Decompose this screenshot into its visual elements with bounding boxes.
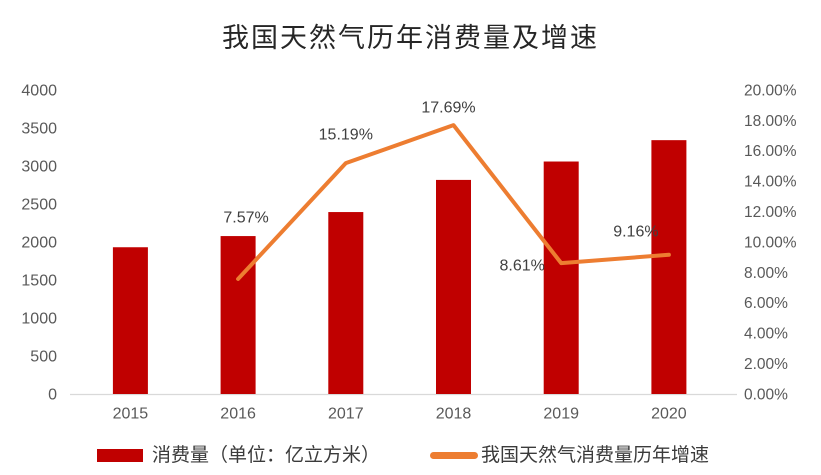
right-axis-tick-label: 10.00% bbox=[744, 234, 797, 251]
x-axis-label-2018: 2018 bbox=[436, 406, 472, 423]
legend-growth-label: 我国天然气消费量历年增速 bbox=[481, 444, 710, 466]
right-axis-tick-label: 6.00% bbox=[744, 295, 788, 312]
bar-2020 bbox=[651, 140, 687, 394]
right-axis-tick-label: 4.00% bbox=[744, 326, 788, 343]
left-axis-tick-label: 3500 bbox=[21, 121, 57, 138]
bar-2017 bbox=[328, 212, 364, 394]
x-axis-label-2017: 2017 bbox=[328, 406, 364, 423]
left-axis-tick-label: 3000 bbox=[21, 159, 57, 176]
bar-2018 bbox=[436, 179, 471, 394]
left-axis-tick-label: 2000 bbox=[21, 235, 57, 252]
plot-area: 0 500 1000 1500 2000 2500 3000 3500 4000 0.00% 2.0… bbox=[21, 82, 797, 423]
legend-consumption-label: 消费量（单位：亿立方米） bbox=[152, 444, 381, 466]
chart-title: 我国天然气历年消费量及增速 bbox=[222, 23, 599, 54]
right-axis-tick-label: 18.00% bbox=[744, 113, 797, 130]
bar-2019 bbox=[543, 161, 579, 394]
data-label-2016: 7.57% bbox=[223, 210, 268, 227]
line-legend-swatch bbox=[430, 451, 478, 459]
legend-item-consumption: 消费量（单位：亿立方米） bbox=[97, 442, 380, 468]
data-label-2020: 9.16% bbox=[613, 223, 658, 240]
bar-2015 bbox=[112, 247, 148, 394]
left-axis-tick-label: 500 bbox=[30, 349, 57, 366]
right-axis-tick-label: 12.00% bbox=[744, 204, 797, 221]
right-axis-tick-label: 14.00% bbox=[744, 174, 797, 191]
right-axis-tick-label: 8.00% bbox=[744, 265, 788, 282]
left-axis-tick-label: 1000 bbox=[21, 311, 57, 328]
right-axis-tick-label: 16.00% bbox=[744, 143, 797, 160]
right-axis-tick-label: 0.00% bbox=[744, 386, 788, 403]
left-axis-tick-label: 4000 bbox=[21, 83, 57, 100]
right-axis-tick-label: 20.00% bbox=[744, 82, 797, 99]
left-axis-tick-label: 1500 bbox=[21, 273, 57, 290]
x-axis-label-2020: 2020 bbox=[651, 406, 687, 423]
bar-2016 bbox=[220, 236, 256, 394]
left-axis-tick-label: 2500 bbox=[21, 197, 57, 214]
data-label-2017: 15.19% bbox=[319, 127, 373, 144]
growth-line bbox=[236, 123, 671, 281]
legend-item-growth: 我国天然气消费量历年增速 bbox=[430, 442, 709, 468]
data-label-2019: 8.61% bbox=[500, 258, 545, 275]
left-axis-tick-label: 0 bbox=[48, 387, 57, 404]
x-axis-label-2016: 2016 bbox=[220, 406, 256, 423]
bar-legend-swatch bbox=[97, 448, 143, 462]
data-label-2018: 17.69% bbox=[421, 100, 475, 117]
x-axis-label-2019: 2019 bbox=[543, 406, 579, 423]
chart-legend: 消费量（单位：亿立方米） 我国天然气消费量历年增速 bbox=[0, 442, 821, 470]
x-axis-label-2015: 2015 bbox=[113, 406, 149, 423]
right-axis-tick-label: 2.00% bbox=[744, 356, 788, 373]
